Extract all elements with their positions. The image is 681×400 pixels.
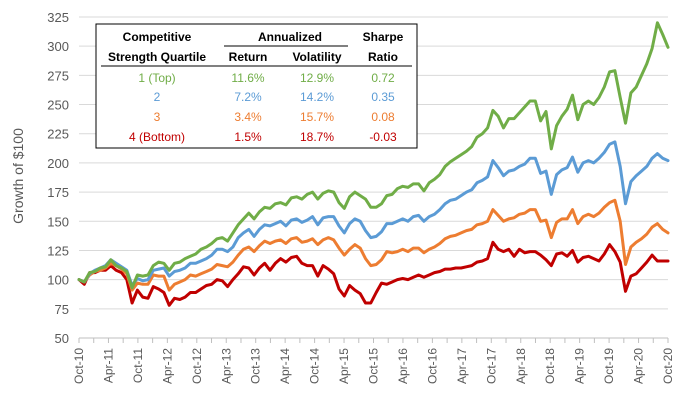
y-tick-label: 325 [47,10,69,25]
header-strength-quartile: Strength Quartile [108,50,206,64]
legend-row-label: 3 [154,110,161,124]
header-annualized: Annualized [258,30,322,44]
y-tick-label: 175 [47,185,69,200]
x-tick-label: Apr-20 [632,348,646,384]
x-axis: Oct-10 Apr-11 Oct-11 Apr-12 Oct-12 Apr-13 Oct-… [72,337,675,384]
legend-row-sharpe: -0.03 [369,130,397,144]
series-lines [77,21,670,307]
legend-table-box [95,23,418,149]
x-tick-label: Oct-10 [72,348,86,384]
y-tick-label: 200 [47,156,69,171]
x-tick-label: Oct-14 [308,348,322,384]
x-tick-label: Oct-16 [425,348,439,384]
x-tick-label: Oct-20 [661,348,675,384]
series-line-1 [77,21,670,290]
x-tick-label: Apr-18 [514,348,528,384]
x-tick-label: Oct-15 [367,348,381,384]
x-tick-label: Apr-13 [219,348,233,384]
x-tick-label: Oct-13 [249,348,263,384]
series-line-2 [77,140,670,287]
x-tick-label: Apr-15 [337,348,351,384]
y-tick-label: 150 [47,214,69,229]
legend-row-label: 4 (Bottom) [129,130,185,144]
legend-row-label: 1 (Top) [138,71,175,85]
legend-row-volatility: 18.7% [300,130,334,144]
header-sharpe: Sharpe [363,30,404,44]
legend-row-sharpe: 0.35 [371,90,395,104]
y-tick-label: 250 [47,98,69,113]
header-competitive: Competitive [123,30,192,44]
x-tick-label: Oct-11 [131,348,145,383]
y-axis-ticks: 50 75 100 125 150 175 200 225 250 275 300 325 [47,10,69,346]
x-tick-label: Oct-12 [190,348,204,384]
legend-row-return: 11.6% [231,71,264,85]
y-tick-label: 125 [47,243,69,258]
y-tick-label: 275 [47,68,69,83]
y-tick-label: 75 [55,302,69,317]
series-line-4 [77,240,670,307]
header-volatility: Volatility [292,50,341,64]
x-tick-label: Apr-19 [573,348,587,384]
y-axis-label: Growth of $100 [10,128,26,224]
legend-row-volatility: 15.7% [300,110,334,124]
legend-row-sharpe: 0.08 [371,110,395,124]
legend-rows: 1 (Top) 11.6% 12.9% 0.72 2 7.2% 14.2% 0.35 3 3.4%… [129,71,397,144]
y-tick-label: 50 [55,331,69,346]
x-tick-label: Apr-16 [396,348,410,384]
x-tick-label: Apr-11 [101,348,115,383]
legend-row-return: 1.5% [234,130,262,144]
y-tick-label: 225 [47,127,69,142]
series-line-3 [77,198,670,292]
legend-row-volatility: 14.2% [300,90,334,104]
y-tick-label: 100 [47,273,69,288]
header-return: Return [229,50,268,64]
legend-row-return: 7.2% [234,90,262,104]
header-ratio: Ratio [368,50,398,64]
x-tick-label: Apr-17 [455,348,469,384]
x-tick-label: Apr-14 [278,348,292,384]
y-tick-label: 300 [47,39,69,54]
x-tick-label: Oct-19 [602,348,616,384]
x-tick-label: Apr-12 [160,348,174,384]
x-tick-label: Oct-18 [543,348,557,384]
legend-row-return: 3.4% [234,110,262,124]
legend-row-volatility: 12.9% [300,71,334,85]
legend-row-sharpe: 0.72 [371,71,395,85]
legend-row-label: 2 [154,90,161,104]
legend-table: Competitive Strength Quartile Annualized… [95,23,418,149]
x-tick-label: Oct-17 [484,348,498,384]
